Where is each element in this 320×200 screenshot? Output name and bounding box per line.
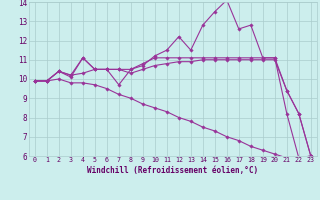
X-axis label: Windchill (Refroidissement éolien,°C): Windchill (Refroidissement éolien,°C)	[87, 166, 258, 175]
